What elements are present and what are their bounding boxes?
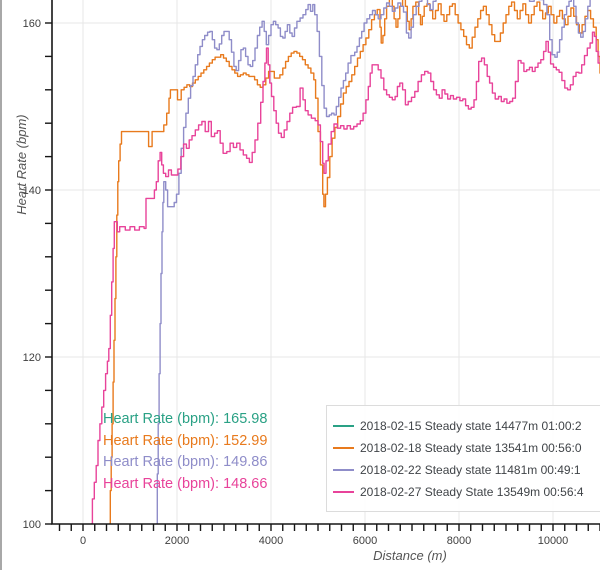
x-tick-label: 8000: [447, 535, 471, 547]
x-tick-label: 6000: [353, 535, 377, 547]
series-line-2018-02-27[interactable]: [91, 31, 600, 524]
readout-line-2018-02-18: Heart Rate (bpm): 152.99: [103, 432, 268, 449]
series-lines: [91, 0, 600, 524]
y-axis-title: Heart Rate (bpm): [14, 114, 29, 215]
hover-readout: Heart Rate (bpm): 165.98 Heart Rate (bpm)…: [103, 409, 267, 496]
x-tick-label: 10000: [538, 535, 569, 547]
x-tick-label: 4000: [259, 535, 283, 547]
series-line-2018-02-22[interactable]: [156, 0, 600, 524]
legend-label-2018-02-27: 2018-02-27 Steady State 13549m 00:56:4: [360, 485, 584, 499]
window-edge-strip: [0, 0, 2, 570]
legend-item-2018-02-18[interactable]: 2018-02-18 Steady state 13541m 00:56:0: [333, 437, 600, 459]
series-line-2018-02-18[interactable]: [109, 0, 600, 524]
legend-label-2018-02-18: 2018-02-18 Steady state 13541m 00:56:0: [360, 441, 582, 455]
readout-line-2018-02-22: Heart Rate (bpm): 149.86: [103, 454, 268, 471]
legend-swatch-2018-02-15: [333, 425, 354, 427]
legend-item-2018-02-15[interactable]: 2018-02-15 Steady state 14477m 01:00:2: [333, 415, 600, 437]
legend-swatch-2018-02-22: [333, 469, 354, 471]
legend-swatch-2018-02-27: [333, 491, 354, 493]
y-tick-label: 140: [23, 185, 41, 197]
x-axis-title: Distance (m): [373, 548, 447, 563]
legend-item-2018-02-22[interactable]: 2018-02-22 Steady state 11481m 00:49:1: [333, 459, 600, 481]
x-tick-label: 0: [80, 535, 86, 547]
y-tick-label: 120: [23, 352, 41, 364]
legend: 2018-02-15 Steady state 14477m 01:00:2 20…: [326, 405, 600, 512]
readout-line-2018-02-27: Heart Rate (bpm): 148.66: [103, 476, 268, 493]
axes: 100 120 140 160 0 2000 4000 6000 8000 10000: [23, 0, 600, 547]
legend-label-2018-02-22: 2018-02-22 Steady state 11481m 00:49:1: [360, 463, 581, 477]
legend-item-2018-02-27[interactable]: 2018-02-27 Steady State 13549m 00:56:4: [333, 481, 600, 503]
legend-swatch-2018-02-18: [333, 447, 354, 449]
x-tick-label: 2000: [165, 535, 189, 547]
y-tick-label: 100: [23, 519, 41, 531]
legend-label-2018-02-15: 2018-02-15 Steady state 14477m 01:00:2: [360, 419, 582, 433]
readout-line-2018-02-15: Heart Rate (bpm): 165.98: [103, 411, 268, 427]
y-tick-label: 160: [23, 18, 41, 30]
